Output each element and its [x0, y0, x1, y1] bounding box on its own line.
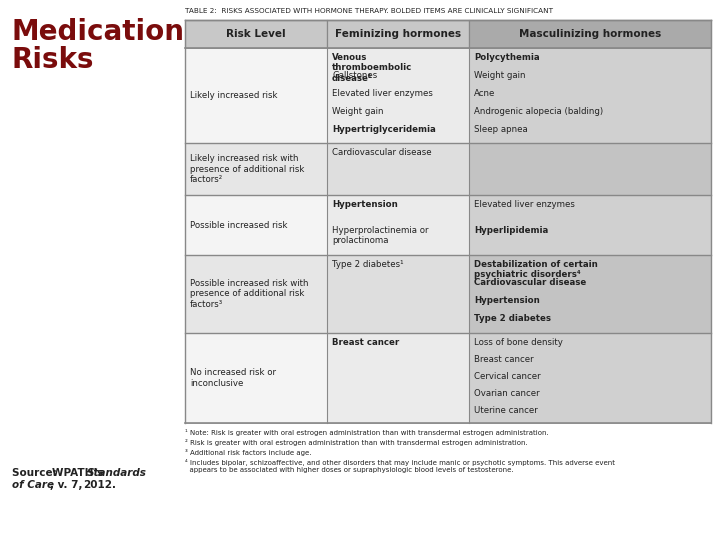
Text: Uterine cancer: Uterine cancer — [474, 406, 538, 415]
Text: Elevated liver enzymes: Elevated liver enzymes — [332, 89, 433, 98]
Bar — [185, 333, 327, 423]
Text: Risks: Risks — [12, 46, 94, 74]
Text: Feminizing hormones: Feminizing hormones — [335, 29, 461, 39]
Text: Ovarian cancer: Ovarian cancer — [474, 389, 540, 398]
Text: Hypertriglyceridemia: Hypertriglyceridemia — [332, 125, 436, 134]
Bar — [327, 48, 469, 143]
Text: Venous
thromboembolic
disease¹: Venous thromboembolic disease¹ — [332, 53, 413, 83]
Text: 2012.: 2012. — [83, 480, 116, 490]
Text: Polycythemia: Polycythemia — [474, 53, 540, 62]
Text: Cervical cancer: Cervical cancer — [474, 372, 541, 381]
Text: Weight gain: Weight gain — [474, 71, 526, 80]
Text: Risk Level: Risk Level — [226, 29, 286, 39]
Text: Cardiovascular disease: Cardiovascular disease — [474, 278, 586, 287]
Text: Possible increased risk: Possible increased risk — [190, 220, 287, 230]
Bar — [469, 255, 711, 333]
Text: Loss of bone density: Loss of bone density — [474, 338, 563, 347]
Text: Masculinizing hormones: Masculinizing hormones — [519, 29, 661, 39]
Text: Hyperprolactinemia or
prolactinoma: Hyperprolactinemia or prolactinoma — [332, 226, 428, 246]
Text: Weight gain: Weight gain — [332, 107, 384, 116]
Text: Breast cancer: Breast cancer — [474, 355, 534, 364]
Bar — [185, 195, 327, 255]
Text: ¹ Note: Risk is greater with oral estrogen administration than with transdermal : ¹ Note: Risk is greater with oral estrog… — [185, 429, 549, 436]
Text: WPATH’s: WPATH’s — [52, 468, 107, 478]
Text: ⁴ Includes bipolar, schizoaffective, and other disorders that may include manic : ⁴ Includes bipolar, schizoaffective, and… — [185, 459, 615, 473]
Text: Cardiovascular disease: Cardiovascular disease — [332, 148, 432, 157]
Bar — [327, 333, 469, 423]
Text: Type 2 diabetes: Type 2 diabetes — [474, 314, 551, 323]
Bar — [185, 48, 327, 143]
Text: Standards: Standards — [87, 468, 147, 478]
Text: Hypertension: Hypertension — [332, 200, 397, 209]
Text: Androgenic alopecia (balding): Androgenic alopecia (balding) — [474, 107, 603, 116]
Bar — [469, 333, 711, 423]
Text: Elevated liver enzymes: Elevated liver enzymes — [474, 200, 575, 209]
Text: ³ Additional risk factors include age.: ³ Additional risk factors include age. — [185, 449, 312, 456]
Text: Destabilization of certain
psychiatric disorders⁴: Destabilization of certain psychiatric d… — [474, 260, 598, 279]
Bar — [327, 20, 469, 48]
Text: Source:: Source: — [12, 468, 60, 478]
Text: , v. 7,: , v. 7, — [50, 480, 86, 490]
Text: Likely increased risk with
presence of additional risk
factors²: Likely increased risk with presence of a… — [190, 154, 305, 184]
Text: Likely increased risk: Likely increased risk — [190, 91, 277, 100]
Bar — [469, 48, 711, 143]
Bar — [327, 143, 469, 195]
Bar — [185, 20, 327, 48]
Bar — [469, 195, 711, 255]
Text: Medication: Medication — [12, 18, 185, 46]
Text: Gallstones: Gallstones — [332, 71, 377, 80]
Text: Sleep apnea: Sleep apnea — [474, 125, 528, 134]
Text: Breast cancer: Breast cancer — [332, 338, 400, 347]
Text: ² Risk is greater with oral estrogen administration than with transdermal estrog: ² Risk is greater with oral estrogen adm… — [185, 439, 528, 446]
Bar — [185, 143, 327, 195]
Bar — [327, 195, 469, 255]
Text: Type 2 diabetes¹: Type 2 diabetes¹ — [332, 260, 404, 269]
Text: No increased risk or
inconclusive: No increased risk or inconclusive — [190, 368, 276, 388]
Text: Hypertension: Hypertension — [474, 296, 540, 305]
Text: Hyperlipidemia: Hyperlipidemia — [474, 226, 549, 235]
Bar — [327, 255, 469, 333]
Text: of Care: of Care — [12, 480, 54, 490]
Text: TABLE 2:  RISKS ASSOCIATED WITH HORMONE THERAPY. BOLDED ITEMS ARE CLINICALLY SIG: TABLE 2: RISKS ASSOCIATED WITH HORMONE T… — [185, 8, 553, 14]
Bar — [469, 20, 711, 48]
Bar — [185, 255, 327, 333]
Bar — [469, 143, 711, 195]
Text: Possible increased risk with
presence of additional risk
factors³: Possible increased risk with presence of… — [190, 279, 308, 309]
Text: Acne: Acne — [474, 89, 495, 98]
